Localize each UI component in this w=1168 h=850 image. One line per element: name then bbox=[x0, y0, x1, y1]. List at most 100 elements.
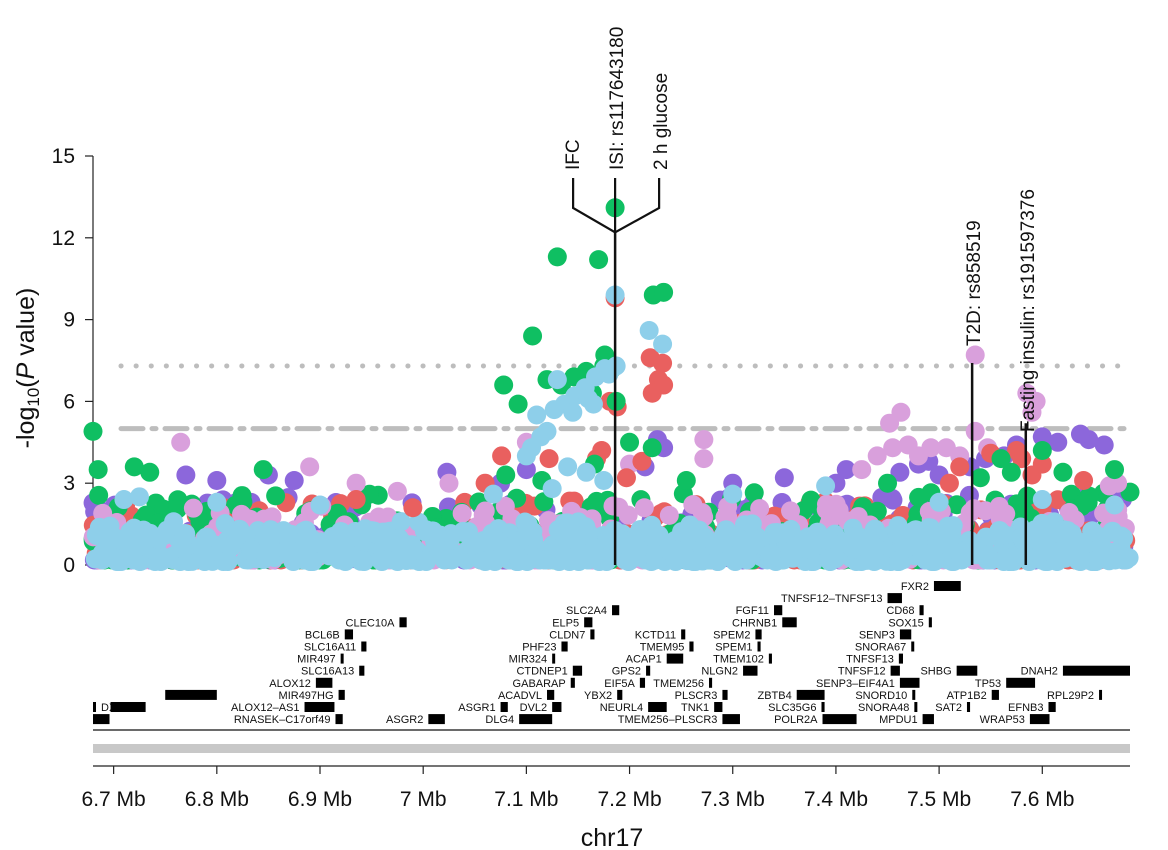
data-point-green bbox=[547, 247, 567, 267]
data-point-green bbox=[508, 394, 528, 414]
background-point-blue bbox=[217, 551, 238, 571]
background-point-pink bbox=[475, 501, 495, 521]
gene-label: SLC2A4 bbox=[566, 605, 607, 617]
gene-label: SPEM2 bbox=[713, 629, 750, 641]
background-point-green bbox=[744, 483, 764, 503]
background-point-blue bbox=[726, 526, 747, 547]
data-point-green bbox=[140, 462, 160, 482]
background-point-pink bbox=[816, 500, 836, 520]
background-point-blue bbox=[171, 534, 192, 555]
gene-bar bbox=[617, 689, 623, 700]
gene-bar bbox=[519, 714, 553, 725]
gene-bar bbox=[304, 702, 335, 712]
gene-label: SOX15 bbox=[888, 617, 923, 629]
gene-bar bbox=[919, 605, 924, 616]
y-label-part: ( bbox=[12, 379, 40, 388]
gene-label: ACADVL bbox=[498, 690, 542, 702]
y-label-italic: P bbox=[12, 362, 40, 379]
y-tick-label: 9 bbox=[63, 309, 75, 332]
data-point-pink bbox=[439, 473, 459, 493]
data-point-green bbox=[83, 421, 103, 441]
background-point-pink bbox=[659, 505, 679, 525]
gene-bar bbox=[648, 702, 667, 712]
background-point-blue bbox=[842, 538, 863, 559]
gene-bar bbox=[991, 689, 999, 700]
gene-bar bbox=[822, 714, 857, 725]
gene-label: TNK1 bbox=[681, 702, 709, 714]
background-point-pink bbox=[495, 496, 515, 516]
background-point-pink bbox=[618, 505, 638, 525]
data-point-pink bbox=[171, 432, 191, 452]
gene-bar bbox=[666, 653, 684, 664]
y-label-part: value) bbox=[12, 288, 40, 363]
data-point-pink bbox=[867, 446, 887, 466]
gene-bar bbox=[590, 629, 595, 640]
data-point-red bbox=[632, 451, 652, 471]
data-point-pink bbox=[891, 402, 911, 422]
background-point-blue bbox=[1025, 520, 1046, 541]
gene-bar bbox=[966, 702, 971, 712]
background-point-blue bbox=[346, 526, 367, 547]
data-point-green bbox=[878, 473, 898, 493]
data-point-blue bbox=[516, 446, 536, 466]
data-point-blue bbox=[578, 389, 598, 409]
data-point-blue bbox=[547, 370, 567, 390]
gene-bar bbox=[689, 641, 694, 652]
background-point-green bbox=[266, 486, 286, 506]
y-tick-label: 3 bbox=[63, 472, 75, 495]
background-point-blue bbox=[864, 519, 885, 540]
gene-label: SAT2 bbox=[935, 702, 962, 714]
gene-label: CLEC10A bbox=[346, 617, 396, 629]
data-point-pink bbox=[694, 430, 714, 450]
data-point-blue bbox=[816, 476, 836, 496]
data-point-blue bbox=[310, 495, 330, 515]
gene-bar bbox=[912, 689, 916, 700]
gene-bar bbox=[561, 641, 568, 652]
annotation-label: 2 h glucose bbox=[651, 73, 672, 170]
data-point-blue bbox=[599, 364, 619, 384]
data-point-blue bbox=[544, 400, 564, 420]
gene-label: SHBG bbox=[920, 666, 951, 678]
gene-label: GABARAP bbox=[513, 678, 566, 690]
background-point-blue bbox=[317, 540, 338, 561]
background-point-blue bbox=[370, 549, 391, 570]
background-point-green bbox=[1074, 493, 1094, 513]
gene-bar bbox=[743, 665, 758, 676]
x-tick-label: 7 Mb bbox=[400, 788, 447, 811]
gene-label: SENP3–EIF4A1 bbox=[816, 678, 895, 690]
background-point-blue bbox=[583, 538, 604, 559]
gene-bar bbox=[1099, 689, 1103, 700]
gene-label: GPS2 bbox=[612, 666, 641, 678]
background-point-blue bbox=[761, 544, 782, 565]
gene-label: TMEM102 bbox=[713, 654, 764, 666]
gene-label: CLDN7 bbox=[549, 629, 585, 641]
data-point-green bbox=[124, 457, 144, 477]
gene-bar bbox=[361, 641, 367, 652]
background-point-blue bbox=[515, 512, 535, 532]
gene-label: TNFSF12 bbox=[838, 666, 886, 678]
background-point-blue bbox=[674, 522, 695, 543]
x-tick-label: 6.7 Mb bbox=[82, 788, 146, 811]
gene-bar bbox=[639, 677, 646, 688]
background-point-blue bbox=[266, 523, 287, 544]
x-axis: 6.7 Mb 6.8 Mb 6.9 Mb 7 Mb 7.1 Mb 7.2 Mb 7.3 Mb… bbox=[82, 765, 1130, 811]
data-point-green bbox=[1053, 462, 1073, 482]
gene-label: SENP3 bbox=[859, 629, 895, 641]
data-point-green bbox=[642, 438, 662, 458]
background-point-blue bbox=[396, 550, 417, 571]
gene-label: SPEM1 bbox=[715, 642, 752, 654]
background-point-blue bbox=[94, 543, 115, 564]
x-tick-label: 7.5 Mb bbox=[907, 788, 971, 811]
gene-track: FXR2 TNFSF12–TNFSF13 FGF11 CD68 SLC2A4 CLEC10… bbox=[93, 581, 1130, 753]
gene-label: TP53 bbox=[975, 678, 1001, 690]
data-point-red bbox=[403, 498, 423, 518]
data-point-red bbox=[539, 449, 559, 469]
data-point-pink bbox=[965, 421, 985, 441]
background-point-blue bbox=[825, 548, 846, 569]
gene-bar bbox=[612, 605, 620, 616]
gene-bar bbox=[335, 714, 343, 725]
gene-bar bbox=[1048, 702, 1056, 712]
gene-label: YBX2 bbox=[584, 690, 612, 702]
annotation-label: IFC bbox=[563, 139, 584, 170]
data-point-pink bbox=[387, 481, 407, 501]
